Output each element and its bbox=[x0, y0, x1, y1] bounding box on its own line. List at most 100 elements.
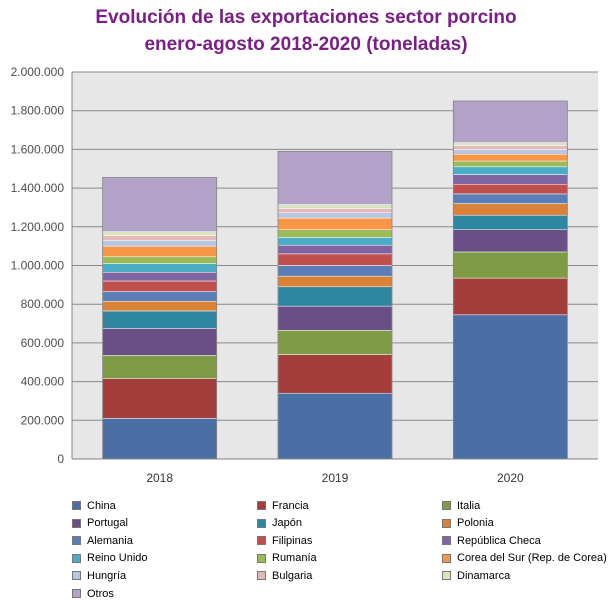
y-tick-label: 1.200.000 bbox=[11, 220, 65, 234]
bar-segment bbox=[277, 212, 393, 219]
bar-outline bbox=[277, 150, 393, 460]
bar-segment bbox=[277, 229, 393, 238]
y-tick-label: 1.800.000 bbox=[11, 104, 65, 118]
bar-segment bbox=[277, 208, 393, 213]
legend-item: Rumanía bbox=[257, 550, 317, 567]
legend-item: Bulgaria bbox=[257, 567, 312, 584]
bar-segment bbox=[277, 286, 393, 307]
bar-segment bbox=[277, 354, 393, 394]
legend-swatch bbox=[72, 571, 81, 581]
legend-swatch bbox=[257, 518, 266, 528]
bar-segment bbox=[453, 166, 568, 175]
bar-segment bbox=[277, 265, 393, 277]
bar-segment bbox=[102, 280, 217, 292]
bar-segment bbox=[277, 253, 393, 266]
bar-segment bbox=[453, 183, 568, 195]
legend-label: Polonia bbox=[457, 517, 494, 530]
legend-item: Polonia bbox=[442, 515, 494, 532]
bar-segment bbox=[277, 217, 393, 230]
chart-title-line2: enero-agosto 2018-2020 (toneladas) bbox=[144, 34, 468, 55]
stacked-bar-chart: 0 200.000 400.000 600.000 800.000 1.000.000 1.… bbox=[11, 65, 598, 485]
legend-item: Otros bbox=[72, 585, 114, 602]
legend-swatch bbox=[257, 501, 266, 510]
legend-label: China bbox=[87, 499, 116, 512]
bar-segment bbox=[453, 277, 568, 316]
legend-item: República Checa bbox=[442, 532, 541, 549]
legend-item: Hungría bbox=[72, 567, 126, 584]
bar-outline bbox=[102, 177, 218, 460]
legend-swatch bbox=[72, 589, 81, 598]
legend-item: Italia bbox=[442, 497, 480, 514]
bar-segment bbox=[453, 174, 568, 185]
bar-segment bbox=[453, 229, 568, 253]
bar-segment bbox=[102, 355, 217, 379]
legend-item: Japón bbox=[257, 515, 302, 532]
legend-swatch bbox=[257, 536, 266, 546]
legend-label: Portugal bbox=[87, 517, 128, 530]
legend-swatch bbox=[442, 518, 451, 528]
legend-label: Italia bbox=[457, 499, 481, 512]
bar-segment bbox=[102, 263, 217, 273]
bar-segment bbox=[102, 177, 217, 232]
bar-segment bbox=[277, 204, 393, 209]
legend-item: Francia bbox=[257, 497, 309, 514]
bar-segment bbox=[102, 418, 217, 460]
bar-segment bbox=[102, 240, 217, 247]
y-tick-label: 600.000 bbox=[21, 336, 65, 350]
bar-segment bbox=[453, 160, 568, 168]
legend-label: Alemania bbox=[87, 534, 133, 547]
bar-segment bbox=[453, 193, 568, 204]
legend-item: Portugal bbox=[72, 515, 128, 532]
bar-segment bbox=[453, 149, 568, 155]
legend-label: Rumanía bbox=[272, 552, 317, 565]
bar-segment bbox=[102, 328, 217, 356]
bar-segment bbox=[453, 251, 568, 279]
bar-segment bbox=[453, 142, 568, 146]
bar-segment bbox=[102, 310, 217, 329]
chart-title: Evolución de las exportaciones sector po… bbox=[0, 4, 612, 58]
bar-segment bbox=[453, 203, 568, 216]
bar-segment bbox=[277, 275, 393, 288]
x-tick-label: 2019 bbox=[322, 471, 349, 485]
legend-item: Alemania bbox=[72, 532, 133, 549]
y-tick-label: 400.000 bbox=[21, 375, 65, 389]
legend-swatch bbox=[442, 553, 451, 563]
bar-segment bbox=[102, 301, 217, 312]
bar-segment bbox=[277, 392, 393, 460]
y-tick-label: 2.000.000 bbox=[11, 65, 65, 79]
bar-segment bbox=[277, 244, 393, 255]
y-tick-label: 200.000 bbox=[21, 413, 65, 427]
chart-title-line1: Evolución de las exportaciones sector po… bbox=[95, 7, 517, 28]
bar-segment bbox=[102, 245, 217, 258]
y-tick-label: 1.000.000 bbox=[11, 259, 65, 273]
legend-swatch bbox=[442, 501, 451, 510]
legend-swatch bbox=[442, 536, 451, 546]
x-tick-label: 2020 bbox=[497, 471, 524, 485]
bar-segment bbox=[453, 145, 568, 150]
legend-swatch bbox=[72, 518, 81, 528]
bar-segment bbox=[102, 291, 217, 302]
bar-segment bbox=[277, 330, 393, 355]
legend-label: Bulgaria bbox=[272, 569, 313, 582]
bar-segment bbox=[102, 235, 217, 241]
legend-label: República Checa bbox=[457, 534, 541, 547]
y-tick-label: 1.600.000 bbox=[11, 142, 65, 156]
legend-item: Filipinas bbox=[257, 532, 312, 549]
bar-segment bbox=[102, 231, 217, 236]
bar-segment bbox=[102, 378, 217, 419]
bar-segment bbox=[277, 237, 393, 246]
legend-swatch bbox=[257, 553, 266, 563]
bar-segment bbox=[453, 214, 568, 230]
bar-segment bbox=[102, 272, 217, 282]
legend-label: Corea del Sur (Rep. de Corea) bbox=[457, 552, 607, 565]
x-tick-label: 2018 bbox=[146, 471, 173, 485]
legend-label: Filipinas bbox=[272, 534, 313, 547]
legend-label: Japón bbox=[272, 517, 302, 530]
legend-label: Hungría bbox=[87, 569, 127, 582]
legend-swatch bbox=[72, 536, 81, 546]
bar-segment bbox=[277, 151, 393, 205]
legend-swatch bbox=[442, 571, 451, 581]
legend-item: Dinamarca bbox=[442, 567, 510, 584]
bar-segment bbox=[453, 153, 568, 162]
legend-item: Corea del Sur (Rep. de Corea) bbox=[442, 550, 607, 567]
